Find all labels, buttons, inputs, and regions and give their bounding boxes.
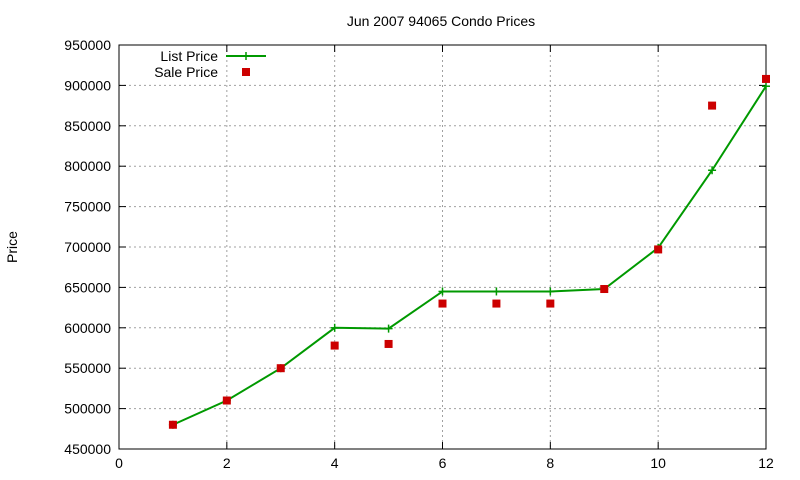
sale-price-point bbox=[546, 299, 555, 308]
y-tick-label: 750000 bbox=[64, 199, 111, 215]
legend-label: List Price bbox=[160, 48, 218, 64]
plot-frame bbox=[118, 44, 767, 450]
sale-price-point bbox=[222, 396, 231, 405]
list-price-line bbox=[172, 85, 767, 426]
list-price-point bbox=[438, 287, 447, 296]
y-axis-label: Price bbox=[4, 231, 20, 263]
y-tick-label: 950000 bbox=[64, 37, 111, 53]
y-tick-label: 700000 bbox=[64, 239, 111, 255]
grid bbox=[119, 45, 766, 449]
y-tick-label: 450000 bbox=[64, 441, 111, 457]
y-tick-label: 900000 bbox=[64, 77, 111, 93]
x-tick-label: 10 bbox=[650, 455, 666, 471]
list-price-point bbox=[492, 287, 501, 296]
legend-label: Sale Price bbox=[154, 64, 218, 80]
sale-price-point bbox=[330, 341, 339, 350]
legend-plus-swatch bbox=[242, 52, 250, 60]
list-price-point bbox=[384, 324, 393, 333]
sale-price-point bbox=[438, 299, 447, 308]
series-layer bbox=[168, 74, 770, 429]
x-tick-label: 4 bbox=[331, 455, 339, 471]
x-tick-label: 0 bbox=[115, 455, 123, 471]
sale-price-point bbox=[168, 420, 177, 429]
y-tick-label: 500000 bbox=[64, 401, 111, 417]
list-price-point bbox=[762, 82, 770, 91]
legend-square-swatch bbox=[242, 68, 250, 76]
sale-price-point bbox=[600, 285, 609, 294]
sale-price-point bbox=[276, 364, 285, 373]
series-list-price bbox=[168, 82, 770, 429]
sale-price-point bbox=[492, 299, 501, 308]
chart-title: Jun 2007 94065 Condo Prices bbox=[347, 13, 535, 29]
x-tick-label: 8 bbox=[546, 455, 554, 471]
list-price-point bbox=[330, 323, 339, 332]
axis-tick-labels: 0 2 4 6 8 10 12 450000 500000 550000 600000 650000 7… bbox=[64, 37, 774, 471]
y-tick-label: 650000 bbox=[64, 279, 111, 295]
sale-price-point bbox=[654, 245, 663, 254]
y-tick-label: 850000 bbox=[64, 118, 111, 134]
list-price-point bbox=[708, 166, 717, 175]
sale-price-point bbox=[384, 339, 393, 348]
series-sale-price bbox=[168, 74, 770, 429]
y-tick-label: 800000 bbox=[64, 158, 111, 174]
sale-price-point bbox=[762, 74, 770, 83]
list-price-point bbox=[546, 287, 555, 296]
y-tick-label: 550000 bbox=[64, 360, 111, 376]
x-tick-label: 6 bbox=[439, 455, 447, 471]
sale-price-point bbox=[708, 101, 717, 110]
x-tick-label: 12 bbox=[758, 455, 774, 471]
y-tick-label: 600000 bbox=[64, 320, 111, 336]
x-tick-label: 2 bbox=[223, 455, 231, 471]
